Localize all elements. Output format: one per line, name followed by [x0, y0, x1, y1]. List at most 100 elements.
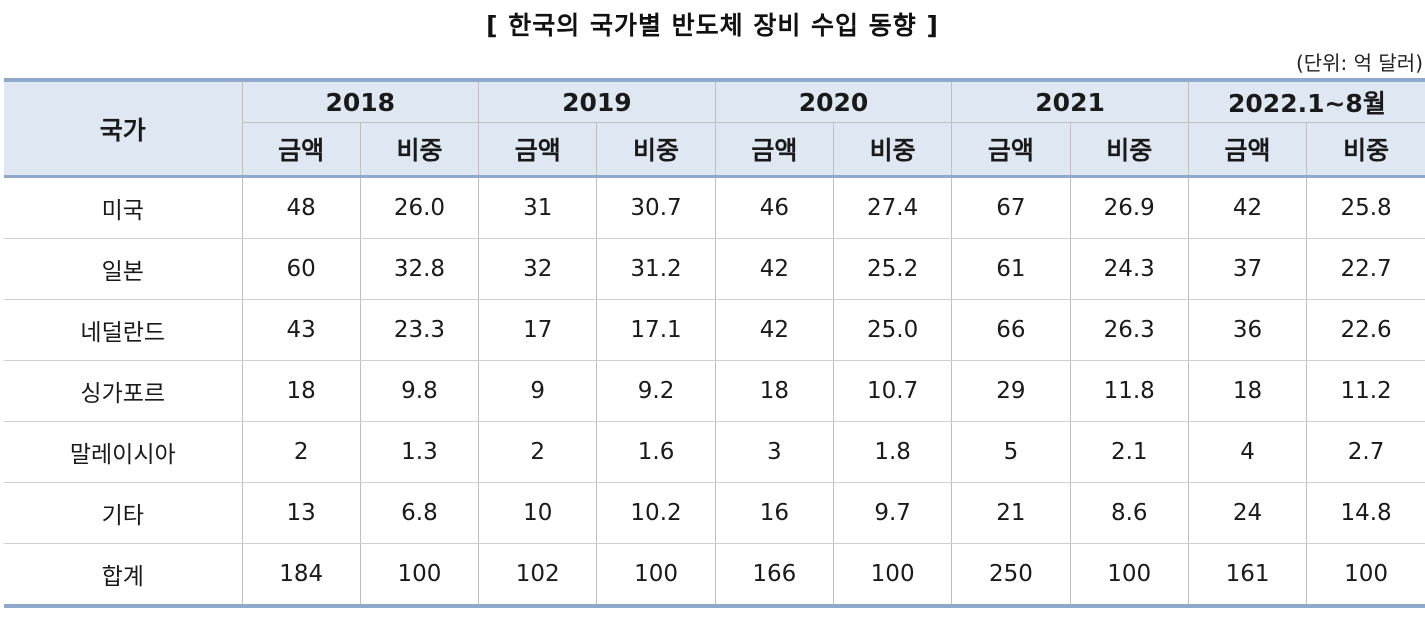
share-cell: 100: [1069, 543, 1189, 608]
amount-cell: 13: [241, 482, 361, 544]
share-header: 비중: [1069, 122, 1189, 178]
share-cell: 2.1: [1069, 421, 1189, 483]
share-cell: 23.3: [359, 299, 479, 361]
share-header: 비중: [359, 122, 479, 178]
amount-cell: 9: [478, 360, 597, 422]
share-cell: 10.7: [832, 360, 952, 422]
country-cell: 합계: [4, 543, 243, 608]
amount-cell: 102: [478, 543, 597, 608]
amount-cell: 21: [951, 482, 1071, 544]
share-cell: 9.7: [832, 482, 952, 544]
amount-cell: 5: [951, 421, 1071, 483]
share-cell: 11.2: [1306, 360, 1425, 422]
amount-header: 금액: [951, 122, 1071, 178]
country-cell: 말레이시아: [4, 421, 243, 483]
amount-cell: 66: [951, 299, 1071, 361]
amount-cell: 24: [1187, 482, 1307, 544]
table-row: 기타 13 6.8 10 10.2 16 9.7 21 8.6 24 14.8: [4, 482, 1425, 544]
share-cell: 25.2: [832, 238, 952, 300]
amount-header: 금액: [714, 122, 834, 178]
share-cell: 27.4: [832, 176, 952, 239]
amount-cell: 67: [951, 176, 1071, 239]
amount-cell: 31: [478, 176, 597, 239]
share-header: 비중: [1306, 122, 1425, 178]
amount-cell: 32: [478, 238, 597, 300]
year-header: 2019: [478, 78, 716, 123]
share-cell: 30.7: [596, 176, 716, 239]
amount-cell: 46: [714, 176, 834, 239]
amount-cell: 60: [241, 238, 361, 300]
amount-cell: 4: [1187, 421, 1307, 483]
amount-cell: 161: [1187, 543, 1307, 608]
share-header: 비중: [596, 122, 716, 178]
amount-cell: 2: [478, 421, 597, 483]
share-cell: 1.6: [596, 421, 716, 483]
amount-cell: 61: [951, 238, 1071, 300]
country-cell: 기타: [4, 482, 243, 544]
country-cell: 네덜란드: [4, 299, 243, 361]
amount-cell: 184: [241, 543, 361, 608]
share-cell: 100: [596, 543, 716, 608]
year-header: 2021: [951, 78, 1189, 123]
share-cell: 100: [1306, 543, 1425, 608]
table-row: 싱가포르 18 9.8 9 9.2 18 10.7 29 11.8 18 11.2: [4, 360, 1425, 422]
share-cell: 1.3: [359, 421, 479, 483]
share-cell: 17.1: [596, 299, 716, 361]
amount-cell: 18: [1187, 360, 1307, 422]
amount-cell: 36: [1187, 299, 1307, 361]
amount-cell: 10: [478, 482, 597, 544]
header-row-years: 국가 2018 2019 2020 2021 2022.1~8월: [4, 78, 1425, 178]
table-row: 말레이시아 2 1.3 2 1.6 3 1.8 5 2.1 4 2.7: [4, 421, 1425, 483]
amount-cell: 16: [714, 482, 834, 544]
amount-cell: 42: [714, 238, 834, 300]
country-cell: 싱가포르: [4, 360, 243, 422]
share-cell: 100: [832, 543, 952, 608]
share-cell: 24.3: [1069, 238, 1189, 300]
share-cell: 25.8: [1306, 176, 1425, 239]
amount-cell: 37: [1187, 238, 1307, 300]
share-cell: 22.7: [1306, 238, 1425, 300]
country-cell: 일본: [4, 238, 243, 300]
import-table: 국가 2018 2019 2020 2021 2022.1~8월 금액 비중 금…: [4, 78, 1425, 608]
table-body: 미국 48 26.0 31 30.7 46 27.4 67 26.9 42 25.8 일본 60 32.8…: [4, 176, 1425, 608]
amount-cell: 17: [478, 299, 597, 361]
amount-cell: 43: [241, 299, 361, 361]
amount-cell: 166: [714, 543, 834, 608]
year-header: 2022.1~8월: [1187, 78, 1425, 123]
amount-cell: 42: [1187, 176, 1307, 239]
share-cell: 32.8: [359, 238, 479, 300]
amount-cell: 42: [714, 299, 834, 361]
share-cell: 22.6: [1306, 299, 1425, 361]
amount-header: 금액: [1187, 122, 1307, 178]
share-cell: 31.2: [596, 238, 716, 300]
unit-note: (단위: 억 달러): [1295, 51, 1423, 75]
table-row: 네덜란드 43 23.3 17 17.1 42 25.0 66 26.3 36 22.6: [4, 299, 1425, 361]
share-cell: 2.7: [1306, 421, 1425, 483]
share-cell: 26.3: [1069, 299, 1189, 361]
amount-cell: 48: [241, 176, 361, 239]
amount-header: 금액: [242, 122, 361, 178]
share-cell: 26.9: [1069, 176, 1189, 239]
share-cell: 25.0: [832, 299, 952, 361]
amount-cell: 250: [951, 543, 1071, 608]
share-cell: 11.8: [1069, 360, 1189, 422]
share-cell: 6.8: [359, 482, 479, 544]
header-row-metrics: 금액 비중 금액 비중 금액 비중 금액 비중 금액 비중: [4, 122, 1425, 178]
amount-header: 금액: [478, 122, 597, 178]
amount-cell: 18: [714, 360, 834, 422]
amount-cell: 18: [241, 360, 361, 422]
share-header: 비중: [832, 122, 952, 178]
year-header: 2018: [241, 78, 479, 123]
share-cell: 100: [359, 543, 479, 608]
country-cell: 미국: [4, 176, 243, 239]
share-cell: 9.2: [596, 360, 716, 422]
share-cell: 10.2: [596, 482, 716, 544]
page-title: [ 한국의 국가별 반도체 장비 수입 동향 ]: [486, 11, 939, 40]
share-cell: 1.8: [832, 421, 952, 483]
year-header: 2020: [714, 78, 952, 123]
share-cell: 14.8: [1306, 482, 1425, 544]
amount-cell: 29: [951, 360, 1071, 422]
share-cell: 26.0: [359, 176, 479, 239]
country-column-header: 국가: [4, 78, 243, 178]
table-row: 합계 184 100 102 100 166 100 250 100 161 100: [4, 543, 1425, 608]
